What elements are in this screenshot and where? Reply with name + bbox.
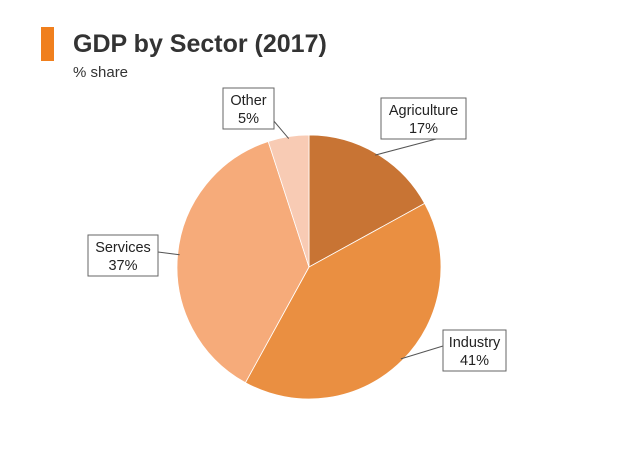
slice-value-label: 17% [409, 121, 438, 137]
pie-slice-agriculture[interactable] [308, 134, 426, 268]
title-accent-bar [41, 27, 54, 61]
data-label-services: Services 37% [87, 234, 159, 277]
slice-name-label: Services [95, 240, 151, 256]
slice-value-label: 5% [238, 111, 259, 127]
slice-value-label: 41% [460, 353, 489, 369]
data-label-box [380, 97, 467, 140]
data-label-other: Other 5% [222, 87, 275, 130]
slice-name-label: Other [230, 93, 266, 109]
pie-slice-other[interactable] [267, 134, 310, 268]
slice-value-label: 37% [108, 258, 137, 274]
leader-line-industry [400, 345, 444, 360]
data-label-agriculture: Agriculture 17% [380, 97, 467, 140]
data-label-box [222, 87, 275, 130]
data-label-box [442, 329, 507, 372]
pie-slice-industry[interactable] [244, 202, 442, 400]
leader-line-agriculture [375, 137, 441, 156]
slice-name-label: Industry [449, 335, 501, 351]
leader-line-services [157, 251, 180, 256]
data-label-industry: Industry 41% [442, 329, 507, 372]
data-label-box [87, 234, 159, 277]
chart-subtitle: % share [73, 64, 129, 81]
slice-name-label: Agriculture [389, 103, 458, 119]
leader-line-other [272, 119, 290, 139]
chart-title: GDP by Sector (2017) [73, 30, 327, 58]
